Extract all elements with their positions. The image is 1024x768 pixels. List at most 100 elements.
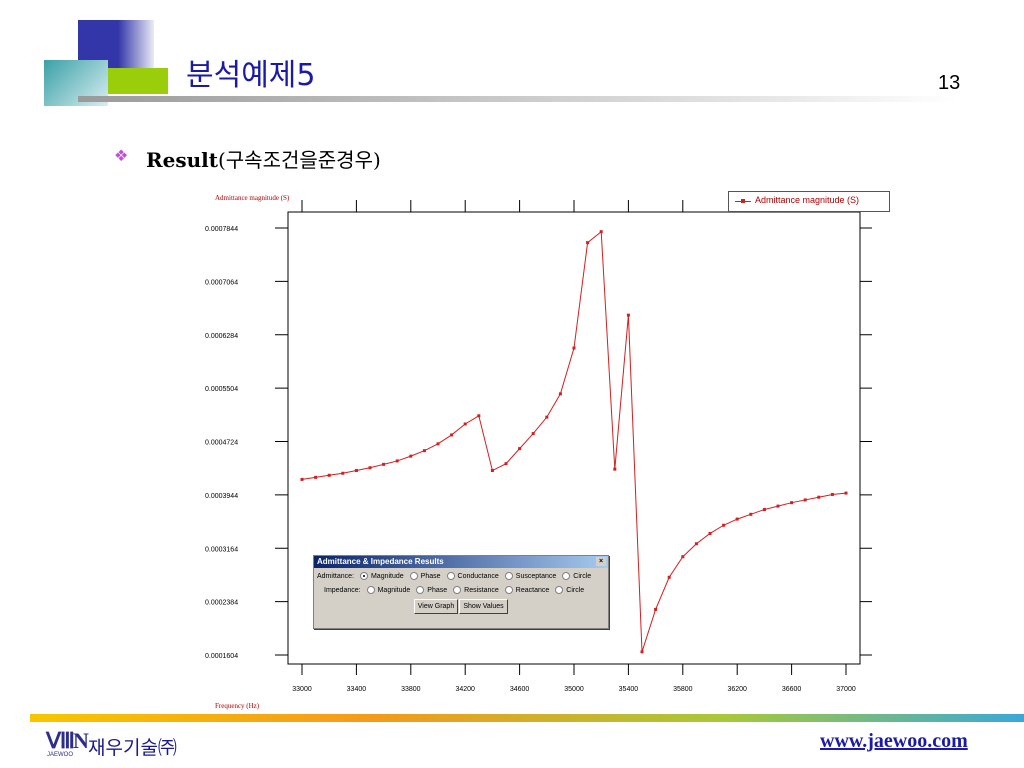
legend-dot-marker [741,199,745,203]
data-point [518,447,522,451]
impedance-option-label: Phase [427,587,448,595]
x-tick-label: 33400 [347,686,367,693]
data-point [477,414,481,418]
x-tick-label: 35800 [673,686,693,693]
view-graph-button[interactable]: View Graph [414,599,458,614]
data-point [558,392,562,396]
results-dialog: Admittance & Impedance Results × Admitta… [313,555,609,629]
admittance-option-label: Conductance [457,573,499,581]
x-tick-label: 35400 [619,686,639,693]
impedance-option-label: Circle [566,587,585,595]
subtitle-bold: Result [146,148,218,172]
data-point [504,462,508,466]
data-point [463,422,467,426]
chart-ticks: 0.0001604 0.0002384 0.0003164 0.0003944 0.00… [205,200,872,693]
y-tick-label: 0.0007844 [205,226,238,233]
y-tick-label: 0.0006284 [205,333,238,340]
impedance-radio-magnitude[interactable] [366,586,375,594]
impedance-radio-resistance[interactable] [453,586,462,594]
jaewoo-logo: ⅧN [46,728,89,753]
data-point [667,575,671,579]
admittance-radio-magnitude[interactable] [359,572,368,580]
page-number: 13 [938,72,961,94]
data-point [572,346,576,350]
data-point [762,508,766,512]
impedance-radio-phase[interactable] [416,586,425,594]
admittance-row: Admittance: Magnitude Phase Conductance Susc… [317,572,591,581]
x-axis-label: Frequency (Hz) [215,702,260,710]
admittance-radio-phase[interactable] [409,572,418,580]
section-subtitle: Result(구속조건을준경우) [146,144,381,173]
data-point [436,442,440,446]
impedance-row: Impedance: Magnitude Phase Resistance Reacta… [324,586,584,595]
x-tick-label: 37000 [836,686,856,693]
y-tick-label: 0.0007064 [205,279,238,286]
header-decoration-green [108,68,168,94]
x-tick-label: 34600 [510,686,530,693]
website-link[interactable]: www.jaewoo.com [820,730,968,752]
admittance-radio-susceptance[interactable] [504,572,513,580]
y-tick-label: 0.0001604 [205,653,238,660]
data-point [735,517,739,521]
data-point [327,473,331,477]
x-tick-label: 36200 [727,686,747,693]
logo-text: JAEWOO [47,752,74,758]
dialog-title: Admittance & Impedance Results [317,557,444,566]
admittance-option-label: Susceptance [515,573,557,581]
subtitle-rest: (구속조건을준경우) [217,148,381,172]
y-tick-label: 0.0005504 [205,386,238,393]
company-name: 재우기술㈜ [88,737,177,759]
x-tick-label: 33000 [292,686,312,693]
admittance-radio-circle[interactable] [562,572,571,580]
x-tick-label: 34200 [455,686,475,693]
data-point [654,607,658,611]
data-point [450,433,454,437]
data-point [545,415,549,419]
data-point [722,523,726,527]
data-point [409,454,413,458]
data-point [300,477,304,481]
y-tick-label: 0.0003944 [205,493,238,500]
impedance-option-label: Reactance [515,587,550,595]
data-point [354,469,358,473]
close-icon[interactable]: × [596,557,606,566]
data-point [640,650,644,654]
data-point [599,230,603,234]
data-point [586,241,590,245]
y-tick-label: 0.0003164 [205,546,238,553]
data-point [314,475,318,479]
impedance-option-label: Magnitude [377,587,411,595]
page-title: 분석예제5 [186,58,316,93]
header-decoration-fade [118,20,158,70]
data-point [490,469,494,473]
impedance-label: Impedance: [324,587,361,595]
impedance-radio-reactance[interactable] [504,586,513,594]
admittance-option-label: Circle [573,573,592,581]
data-point [830,492,834,496]
chart-legend: Admittance magnitude (S) [728,191,890,212]
data-point [708,531,712,535]
data-point [382,462,386,466]
data-point [803,498,807,502]
x-tick-label: 33800 [401,686,421,693]
y-tick-label: 0.0002384 [205,600,238,607]
data-point [368,466,372,470]
y-tick-label: 0.0004724 [205,440,238,447]
chart-series [300,230,848,654]
data-point [681,555,685,559]
header-divider [78,96,958,102]
dialog-titlebar[interactable]: Admittance & Impedance Results × [314,556,608,568]
y-axis-label: Admittance magnitude (S) [215,194,290,202]
footer-color-bar [30,714,1024,722]
admittance-option-label: Magnitude [370,573,404,581]
show-values-button[interactable]: Show Values [459,599,508,614]
impedance-option-label: Resistance [464,587,499,595]
admittance-radio-conductance[interactable] [446,572,455,580]
data-point [844,491,848,495]
data-point [790,501,794,505]
data-point [749,512,753,516]
x-tick-label: 36600 [782,686,802,693]
data-point [694,542,698,546]
data-point [341,471,345,475]
impedance-radio-circle[interactable] [555,586,564,594]
